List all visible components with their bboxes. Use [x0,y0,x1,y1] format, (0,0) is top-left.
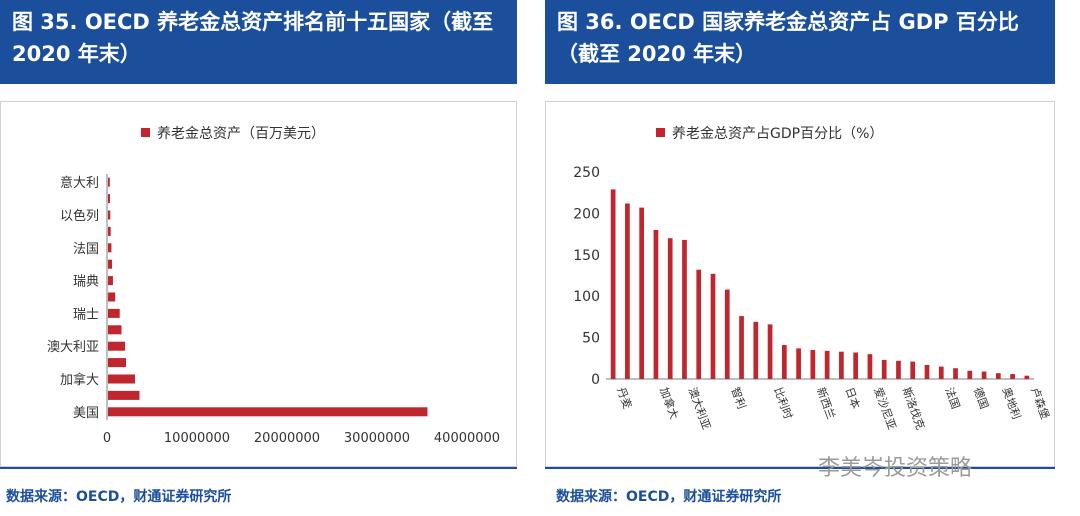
category-label: 澳大利亚 [686,385,714,431]
y-tick-label: 0 [591,372,600,388]
bar [625,203,630,379]
bar [108,292,116,302]
legend-label: 养老金总资产占GDP百分比（%） [672,126,883,142]
left-source-note: 数据来源：OECD，财通证券研究所 [6,489,232,505]
legend-swatch [656,128,665,137]
x-tick-label: 20000000 [254,431,320,446]
bar [881,359,887,379]
bar [967,370,973,379]
y-tick-label: 250 [573,165,600,181]
bar [108,407,428,417]
bar [938,366,944,379]
bar [108,243,112,253]
left-bottom-rule [0,467,517,469]
category-label: 美国 [73,406,99,421]
category-label: 瑞典 [73,275,99,290]
bar [667,238,673,379]
bar [867,354,873,379]
category-label: 法国 [73,242,99,257]
right-chart-title: 图 36. OECD 国家养老金总资产占 GDP 百分比（截至 2020 年末） [545,0,1055,84]
bar [753,321,759,379]
category-label: 新西兰 [814,385,838,421]
category-label: 比利时 [771,386,795,421]
bar [653,229,659,379]
bar [108,325,122,335]
left-chart-title: 图 35. OECD 养老金总资产排名前十五国家（截至 2020 年末） [0,0,517,84]
x-tick-label: 40000000 [434,431,500,446]
category-label: 加拿大 [60,372,99,388]
y-tick-label: 150 [573,248,600,264]
category-label: 以色列 [60,208,99,224]
bar [108,341,126,351]
bar [108,259,113,269]
bar [839,351,844,379]
bar [710,273,716,379]
right-source-note: 数据来源：OECD，财通证券研究所 [556,489,782,505]
category-label: 加拿大 [657,385,681,421]
legend-label: 养老金总资产（百万美元） [157,126,325,142]
bar [796,348,801,379]
x-tick-label: 0 [103,431,111,446]
bar [108,177,110,187]
category-label: 瑞士 [73,307,99,322]
bar [639,207,645,379]
bar [610,189,616,379]
category-label: 澳大利亚 [47,339,99,355]
bar [108,194,110,204]
y-tick-label: 200 [573,206,600,222]
bar [108,276,113,286]
category-label: 斯洛伐克 [900,385,928,431]
bar [953,368,958,379]
bar [767,324,773,379]
x-tick-label: 30000000 [344,431,410,446]
bar [108,226,111,236]
left-bar-chart: 养老金总资产（百万美元） 美国 加拿大 澳大利亚 瑞士 瑞典 法国 以色列 意大利 0 100000… [47,126,500,446]
category-label: 奥地利 [1000,385,1024,421]
bar [910,361,916,379]
bar [108,374,135,384]
right-chart-frame: 养老金总资产占GDP百分比（%） 0 50 100 150 200 250 丹麦 加拿大 澳大利亚… [545,101,1055,467]
category-label: 丹麦 [614,386,634,411]
bar [781,345,787,379]
bar [981,371,987,379]
category-label: 德国 [971,385,992,410]
bar [810,350,816,379]
legend-swatch [141,128,150,137]
bar [853,352,859,379]
y-tick-label: 100 [573,289,600,305]
category-label: 日本 [843,385,864,410]
bar [724,289,730,379]
bar [824,350,830,379]
bar [108,390,140,400]
bar [995,373,1001,379]
category-label: 意大利 [60,175,99,191]
bar [1010,374,1015,379]
watermark: 李美岑投资策略 [818,456,973,481]
category-label: 卢森堡 [1028,385,1052,421]
category-label: 智利 [728,385,749,410]
bar [1024,375,1030,379]
bar [924,364,930,379]
category-label: 法国 [942,385,963,410]
bar [696,269,702,379]
left-chart-frame: 养老金总资产（百万美元） 美国 加拿大 澳大利亚 瑞士 瑞典 法国 以色列 意大利 0 100000… [0,101,517,467]
bar [896,360,901,379]
category-label: 爱沙尼亚 [871,386,898,432]
right-bottom-rule [545,467,1055,469]
x-tick-label: 10000000 [164,431,230,446]
bar [108,358,126,368]
right-bar-chart: 养老金总资产占GDP百分比（%） 0 50 100 150 200 250 丹麦 加拿大 澳大利亚… [573,126,1052,432]
y-tick-label: 50 [582,331,600,347]
bar [682,239,687,379]
bar [108,210,111,220]
bar [739,316,744,379]
bar [108,308,120,318]
